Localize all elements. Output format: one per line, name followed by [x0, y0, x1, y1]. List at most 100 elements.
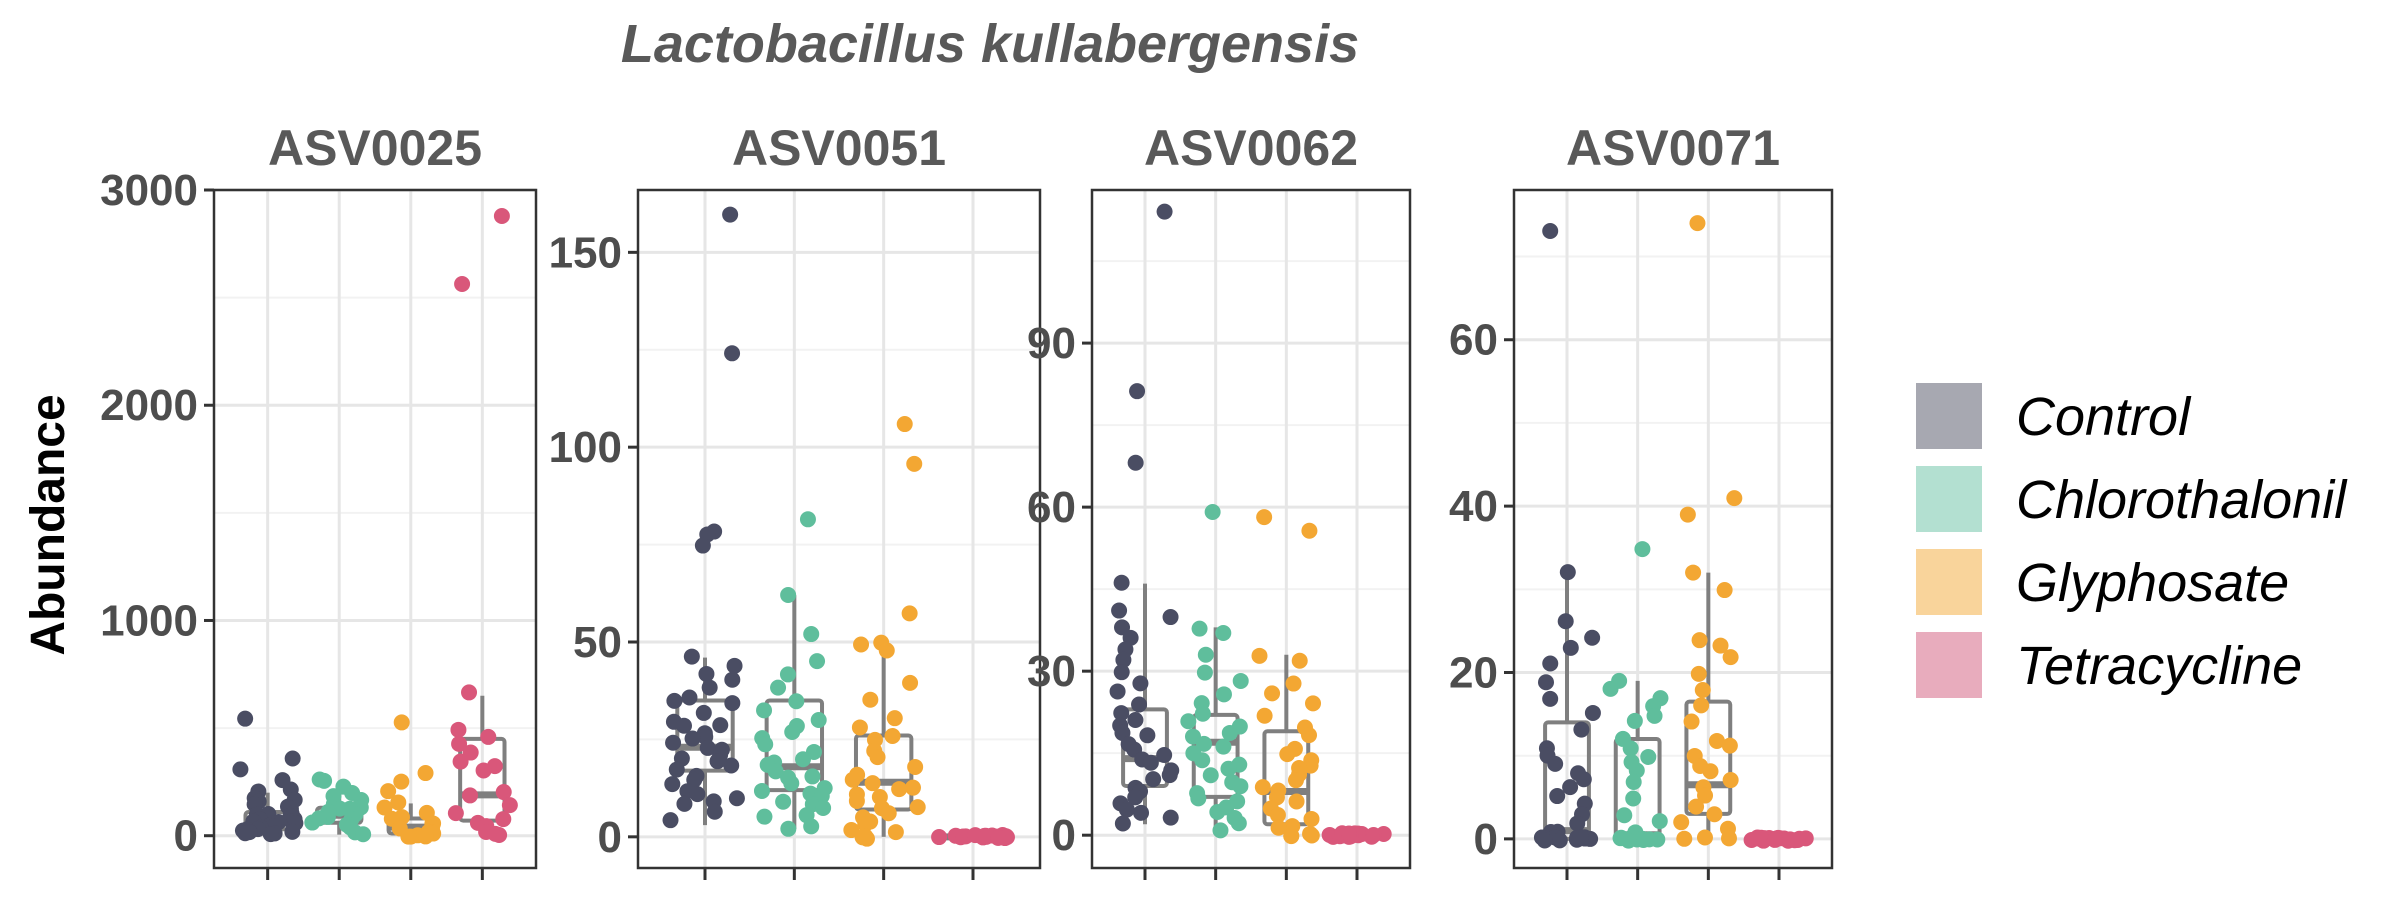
data-point — [724, 695, 741, 712]
data-point — [1256, 707, 1273, 724]
data-point — [803, 626, 820, 643]
data-point — [1557, 613, 1574, 630]
legend: Control Chlorothalonil Glyphosate Tetrac… — [1916, 383, 2348, 698]
legend-label-glyphosate: Glyphosate — [2016, 553, 2289, 613]
legend-swatch-glyphosate — [1916, 549, 1982, 615]
points-chlorothalonil — [304, 771, 372, 843]
data-point — [1251, 647, 1268, 664]
data-point — [390, 794, 407, 811]
data-point — [698, 665, 715, 682]
data-point — [724, 345, 741, 362]
data-point — [1180, 713, 1197, 730]
data-point — [1191, 620, 1208, 637]
data-point — [284, 750, 301, 767]
data-point — [955, 828, 972, 845]
data-point — [810, 712, 827, 729]
data-point — [1197, 646, 1214, 663]
data-point — [1111, 602, 1128, 619]
data-point — [1688, 798, 1705, 815]
data-point — [1162, 809, 1179, 826]
panel-asv0025: ASV0025 0 1000 2000 3000 — [100, 120, 538, 880]
data-point — [1720, 830, 1737, 847]
data-point — [1573, 721, 1590, 738]
data-point — [779, 666, 796, 683]
y-tick-label: 0 — [1052, 811, 1076, 860]
data-point — [1156, 203, 1173, 220]
y-tick-label: 60 — [1449, 316, 1498, 365]
data-point — [1676, 830, 1693, 847]
data-point — [400, 828, 417, 845]
data-point — [480, 728, 497, 745]
data-point — [1254, 779, 1271, 796]
data-point — [1542, 222, 1559, 239]
data-point — [1549, 788, 1566, 805]
points-tetracycline — [447, 207, 518, 843]
data-point — [1537, 674, 1554, 691]
data-point — [1232, 778, 1249, 795]
panel-asv0071: ASV0071 0 20 40 60 — [1449, 120, 1834, 880]
data-point — [1285, 675, 1302, 692]
y-tick-label: 0 — [598, 813, 622, 862]
data-point — [891, 781, 908, 798]
legend-swatch-tetracycline — [1916, 632, 1982, 698]
data-point — [1584, 629, 1601, 646]
data-point — [1562, 779, 1579, 796]
data-point — [1113, 705, 1130, 722]
data-point — [887, 824, 904, 841]
data-point — [770, 679, 787, 696]
data-point — [393, 714, 410, 731]
data-point — [454, 276, 471, 293]
data-point — [284, 823, 301, 840]
data-point — [665, 734, 682, 751]
data-point — [1602, 680, 1619, 697]
points-glyphosate — [843, 416, 926, 847]
legend-label-control: Control — [2016, 387, 2192, 447]
data-point — [1766, 831, 1783, 848]
y-tick-label: 60 — [1027, 483, 1076, 532]
data-point — [809, 653, 826, 670]
y-axis-label: Abundance — [22, 394, 75, 655]
data-point — [815, 799, 832, 816]
data-point — [862, 691, 879, 708]
data-point — [1679, 506, 1696, 523]
data-point — [1133, 804, 1150, 821]
data-point — [1301, 522, 1318, 539]
data-point — [901, 605, 918, 622]
data-point — [1156, 747, 1173, 764]
data-point — [232, 761, 249, 778]
data-point — [1291, 652, 1308, 669]
data-point — [237, 825, 254, 842]
data-point — [1722, 649, 1739, 666]
data-point — [753, 782, 770, 799]
data-point — [848, 792, 865, 809]
data-point — [1209, 803, 1226, 820]
points-chlorothalonil — [753, 511, 833, 837]
data-point — [1204, 503, 1221, 520]
data-point — [1230, 815, 1247, 832]
data-point — [1287, 772, 1304, 789]
data-point — [495, 784, 512, 801]
data-point — [907, 758, 924, 775]
data-point — [756, 702, 773, 719]
data-point — [1129, 383, 1146, 400]
points-glyphosate — [1251, 509, 1322, 845]
data-point — [857, 816, 874, 833]
data-point — [699, 739, 716, 756]
y-tick-label: 90 — [1027, 319, 1076, 368]
data-point — [701, 679, 718, 696]
data-point — [1622, 740, 1639, 757]
points-tetracycline — [931, 826, 1015, 847]
data-point — [803, 818, 820, 835]
data-point — [795, 751, 812, 768]
data-point — [662, 812, 679, 829]
points-control — [1109, 203, 1180, 832]
data-point — [1202, 767, 1219, 784]
data-point — [857, 828, 874, 845]
panel-border — [212, 188, 538, 870]
points-tetracycline — [1321, 825, 1392, 845]
data-point — [1302, 825, 1319, 842]
panel-border — [1512, 188, 1834, 870]
data-point — [1683, 713, 1700, 730]
data-point — [447, 805, 464, 822]
points-chlorothalonil — [1180, 503, 1249, 839]
